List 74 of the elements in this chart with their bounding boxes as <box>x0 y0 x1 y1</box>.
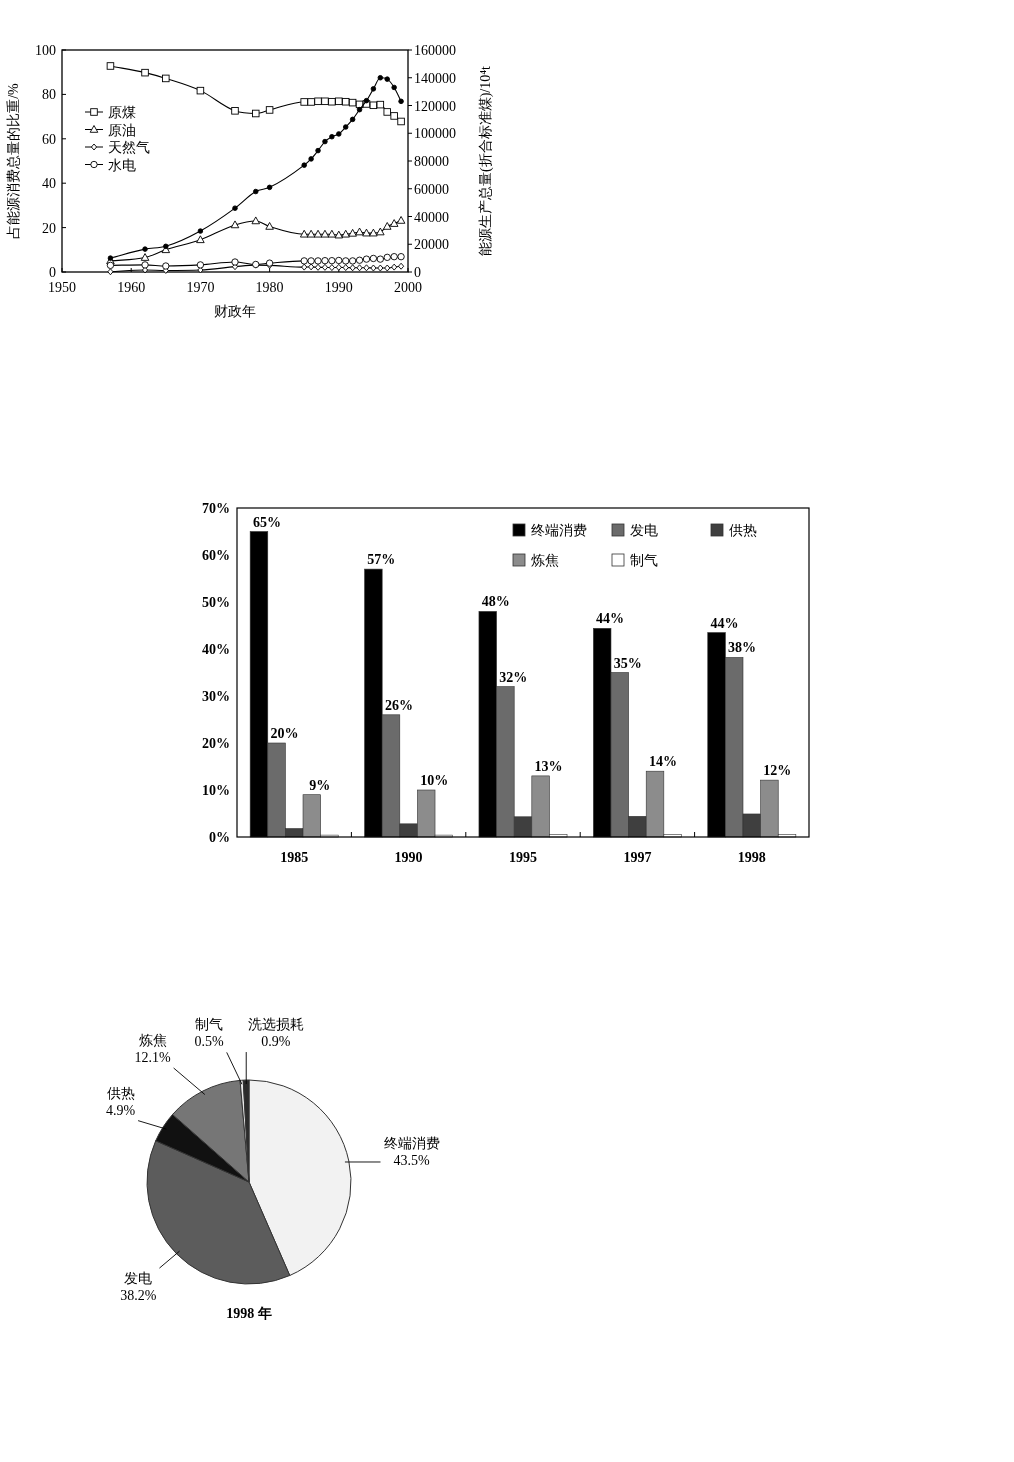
data-label: 4.9% <box>105 1102 136 1118</box>
x-axis-title: 财政年 <box>214 304 256 319</box>
x-tick-label: 1995 <box>509 850 537 865</box>
legend-label: 制气 <box>630 553 658 568</box>
x-tick-label: 1990 <box>324 280 353 295</box>
legend-label: 天然气 <box>108 140 150 155</box>
y-tick-label: 0 <box>49 265 56 280</box>
y2-tick-label: 120000 <box>414 98 456 114</box>
data-label: 26% <box>384 697 413 713</box>
legend-label: 水电 <box>108 157 136 173</box>
data-label: 43.5% <box>393 1152 430 1168</box>
slice-label: 供热 <box>106 1085 135 1101</box>
x-tick-label: 1980 <box>255 280 284 295</box>
data-label: 14% <box>648 754 677 770</box>
x-tick-label: 1960 <box>117 280 146 295</box>
y2-tick-label: 0 <box>414 265 421 280</box>
slice-label: 制气 <box>195 1017 224 1033</box>
data-label: 32% <box>499 669 528 685</box>
legend-label: 发电 <box>630 523 658 538</box>
y-axis-title: 占能源消费总量的比重/% <box>6 82 21 239</box>
data-label: 44% <box>596 611 625 627</box>
y-tick-label: 20% <box>202 736 230 751</box>
slice-label: 终端消费 <box>383 1135 440 1151</box>
x-tick-label: 1970 <box>186 280 215 295</box>
y2-tick-label: 40000 <box>414 209 449 225</box>
data-label: 38% <box>728 640 757 656</box>
data-label: 38.2% <box>120 1288 157 1304</box>
y-tick-label: 60% <box>202 548 230 563</box>
x-tick-label: 1990 <box>394 850 423 865</box>
x-tick-label: 1997 <box>623 850 652 865</box>
data-label: 10% <box>420 773 449 788</box>
legend-label: 炼焦 <box>531 553 559 568</box>
y2-tick-label: 80000 <box>414 154 449 169</box>
data-label: 0.9% <box>261 1034 291 1050</box>
data-label: 44% <box>710 615 739 631</box>
y2-axis-title: 能源生产总量(折合标准煤)/10⁴t <box>478 65 494 256</box>
y-tick-label: 40% <box>202 642 230 657</box>
data-label: 13% <box>534 758 563 774</box>
text: 1998 年 <box>226 1306 272 1321</box>
y-tick-label: 20 <box>42 220 56 236</box>
y-tick-label: 60 <box>42 131 56 147</box>
y-tick-label: 50% <box>202 595 230 610</box>
data-label: 0.5% <box>194 1034 225 1050</box>
data-label: 48% <box>481 594 510 610</box>
slice-label: 发电 <box>124 1271 153 1287</box>
y-tick-label: 100 <box>35 43 56 58</box>
y-tick-label: 10% <box>202 783 230 798</box>
x-tick-label: 2000 <box>394 280 422 295</box>
x-tick-label: 1998 <box>737 850 766 865</box>
legend-label: 供热 <box>729 523 757 538</box>
y2-tick-label: 20000 <box>414 237 449 253</box>
data-label: 35% <box>613 655 642 671</box>
y-tick-label: 70% <box>202 501 230 516</box>
y-tick-label: 40 <box>42 176 56 192</box>
y2-tick-label: 160000 <box>414 43 456 58</box>
y2-tick-label: 100000 <box>414 126 456 142</box>
x-tick-label: 1950 <box>48 280 76 295</box>
y-tick-label: 0% <box>209 830 230 845</box>
data-label: 9% <box>309 777 331 793</box>
data-label: 57% <box>367 552 396 568</box>
data-label: 12% <box>763 763 792 779</box>
data-label: 20% <box>270 726 299 741</box>
y-tick-label: 80 <box>42 87 56 103</box>
legend-label: 原煤 <box>108 105 136 120</box>
data-label: 65% <box>252 514 281 530</box>
slice-label: 炼焦 <box>138 1033 167 1048</box>
y2-tick-label: 140000 <box>414 70 456 86</box>
data-label: 12.1% <box>134 1050 171 1065</box>
y2-tick-label: 60000 <box>414 181 449 197</box>
legend-label: 原油 <box>108 122 136 138</box>
y-tick-label: 30% <box>202 689 230 704</box>
legend-label: 终端消费 <box>531 523 587 538</box>
slice-label: 洗选损耗 <box>247 1017 304 1033</box>
x-tick-label: 1985 <box>280 850 309 865</box>
